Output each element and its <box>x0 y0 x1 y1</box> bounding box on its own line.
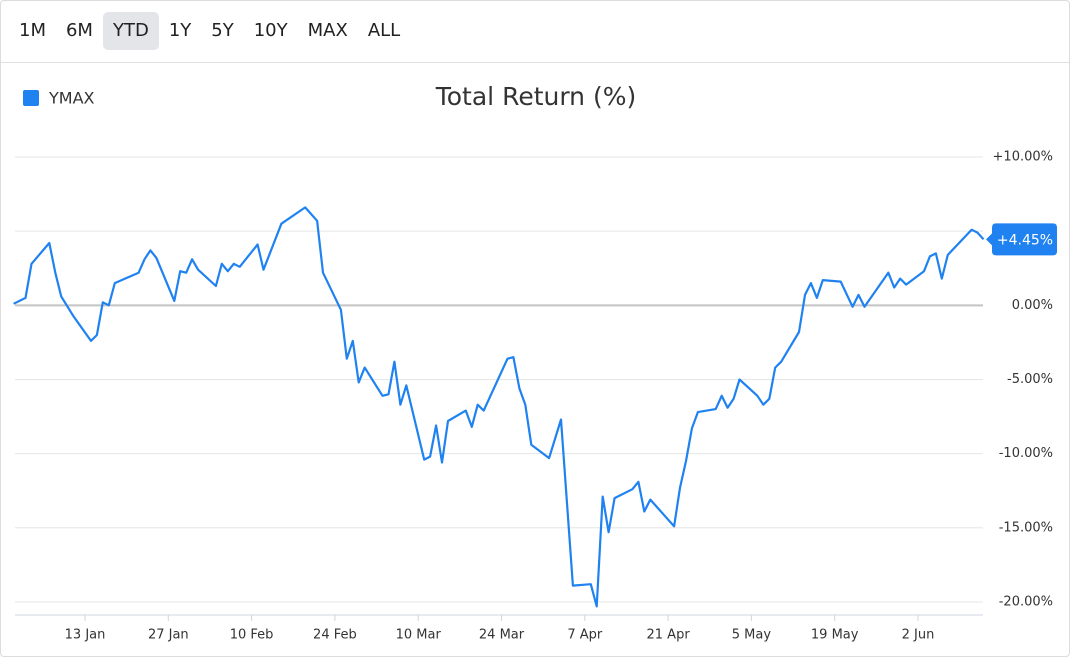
y-tick-label: -10.00% <box>999 446 1053 461</box>
x-tick-label: 21 Apr <box>647 628 691 643</box>
x-tick-label: 19 May <box>811 628 859 643</box>
x-tick-label: 24 Mar <box>479 628 525 643</box>
range-tab[interactable]: 1Y <box>168 20 192 41</box>
chart-title: Total Return (%) <box>435 82 637 111</box>
separator <box>1 62 1069 63</box>
x-tick-label: 10 Feb <box>230 628 274 643</box>
legend-swatch <box>23 90 39 106</box>
y-tick-label: +10.00% <box>993 150 1053 165</box>
value-badge <box>986 223 1057 256</box>
range-tab[interactable]: 10Y <box>253 20 288 41</box>
range-tab[interactable]: ALL <box>367 20 401 41</box>
range-tab[interactable]: MAX <box>307 20 348 41</box>
range-tab[interactable]: 5Y <box>211 20 234 41</box>
value-badge-label: +4.45% <box>997 232 1053 248</box>
x-tick-label: 27 Jan <box>148 628 189 643</box>
range-tab[interactable]: 1M <box>19 20 46 41</box>
x-tick-label: 5 May <box>732 628 772 643</box>
y-tick-label: -20.00% <box>999 594 1053 609</box>
y-tick-label: -5.00% <box>1007 372 1053 387</box>
y-tick-label: -15.00% <box>999 520 1053 535</box>
x-tick-label: 7 Apr <box>567 628 603 643</box>
range-tab[interactable]: YTD <box>102 12 159 50</box>
range-tabs: 1M 6M YTD 1Y 5Y 10Y MAX ALL <box>9 12 410 50</box>
y-tick-label: 0.00% <box>1012 298 1053 313</box>
x-tick-label: 10 Mar <box>396 628 442 643</box>
range-tab[interactable]: 6M <box>65 20 93 41</box>
line <box>13 206 985 608</box>
x-tick-label: 24 Feb <box>313 628 357 643</box>
x-tick-label: 13 Jan <box>65 628 106 643</box>
x-tick-label: 2 Jun <box>902 628 935 643</box>
legend-label: YMAX <box>48 89 95 108</box>
